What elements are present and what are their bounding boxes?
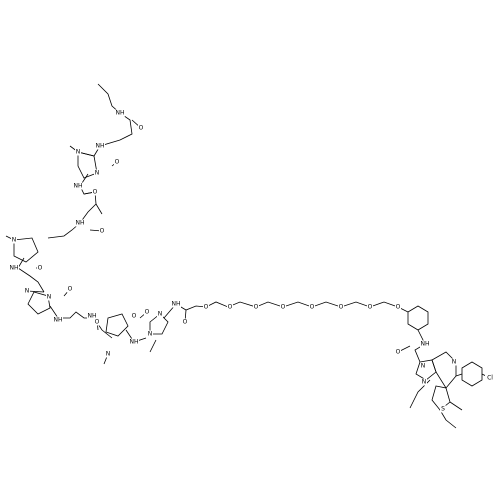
label-background (420, 362, 426, 370)
label-background (95, 142, 105, 150)
label-background (99, 227, 105, 235)
label-background (280, 303, 286, 311)
label-background (171, 300, 181, 308)
label-background (11, 236, 17, 244)
label-background (309, 303, 315, 311)
label-background (115, 109, 125, 117)
label-background (182, 318, 188, 326)
label-background (138, 124, 144, 132)
label-background (485, 374, 495, 382)
atom-label: O (115, 159, 120, 166)
label-background (129, 338, 139, 346)
atom-label: NH (172, 301, 181, 308)
label-background (114, 158, 120, 166)
atom-label: N (12, 237, 17, 244)
atom-label: O (145, 309, 150, 316)
atom-label: O (139, 125, 144, 132)
atom-label: O (254, 304, 259, 311)
atom-label: O (228, 304, 233, 311)
label-background (75, 148, 81, 156)
label-background (338, 303, 344, 311)
triazole-ring (415, 359, 437, 381)
label-background (53, 316, 63, 324)
atom-label: N (106, 351, 111, 358)
label-background (157, 310, 163, 318)
atom-label: O (310, 304, 315, 311)
atom-label: NH (96, 143, 105, 150)
atom-label: NH (130, 339, 139, 346)
label-background (94, 169, 100, 177)
chlorophenyl-link (455, 373, 491, 379)
label-background (75, 219, 85, 227)
label-background (227, 303, 233, 311)
label-background (421, 378, 427, 386)
atom-label: N (148, 331, 153, 338)
branches (5, 119, 463, 429)
label-background (105, 350, 111, 358)
atom-label: O (68, 286, 73, 293)
label-background (367, 303, 373, 311)
atom-label: O (38, 265, 43, 272)
atom-label: N (76, 149, 81, 156)
label-background (420, 340, 430, 348)
label-background (87, 312, 97, 320)
atom-label: O (93, 189, 98, 196)
label-background (253, 303, 259, 311)
diazepine-ring (431, 351, 457, 389)
label-background (451, 358, 457, 366)
atom-label: O (183, 319, 188, 326)
atom-label: NH (54, 317, 63, 324)
pyrrole-ring (13, 237, 39, 263)
label-background (67, 285, 73, 293)
atom-label: O (204, 304, 209, 311)
atom-label: NH (10, 265, 19, 272)
atom-label: N (452, 359, 457, 366)
atom-label: NH (116, 110, 125, 117)
atom-label: NH (421, 341, 430, 348)
atom-label: O (132, 313, 137, 320)
imidazole-ring (77, 151, 98, 179)
atom-label: O (396, 304, 401, 311)
atom-label: O (339, 304, 344, 311)
chlorophenyl-ring (461, 361, 483, 387)
atom-label: N (95, 170, 100, 177)
imidazole-ring (27, 291, 51, 315)
label-background (24, 287, 30, 295)
atom-label: O (368, 304, 373, 311)
label-background (37, 264, 43, 272)
label-background (440, 405, 446, 413)
pyrrole-ring (105, 313, 129, 337)
benzene-ring (407, 305, 429, 331)
atom-label: N (422, 379, 427, 386)
label-background (94, 318, 100, 326)
label-background (9, 264, 19, 272)
label-background (147, 330, 153, 338)
label-background (395, 348, 401, 356)
label-background (395, 303, 401, 311)
atom-label: NH (76, 220, 85, 227)
label-background (131, 312, 137, 320)
label-background (46, 293, 52, 301)
atom-label: NH (74, 183, 83, 190)
atom-label: N (47, 294, 52, 301)
atom-label: Cl (487, 375, 493, 382)
atom-label: N (25, 288, 30, 295)
label-background (144, 308, 150, 316)
label-background (203, 303, 209, 311)
atom-label: O (95, 319, 100, 326)
atom-label: O (281, 304, 286, 311)
label-background (73, 182, 83, 190)
atom-label: NH (88, 313, 97, 320)
atom-label: O (396, 349, 401, 356)
atom-label: O (100, 228, 105, 235)
bonds (5, 83, 491, 429)
atom-label: S (441, 406, 445, 413)
atom-label: N (421, 363, 426, 370)
atom-label: N (158, 311, 163, 318)
label-background (92, 188, 98, 196)
